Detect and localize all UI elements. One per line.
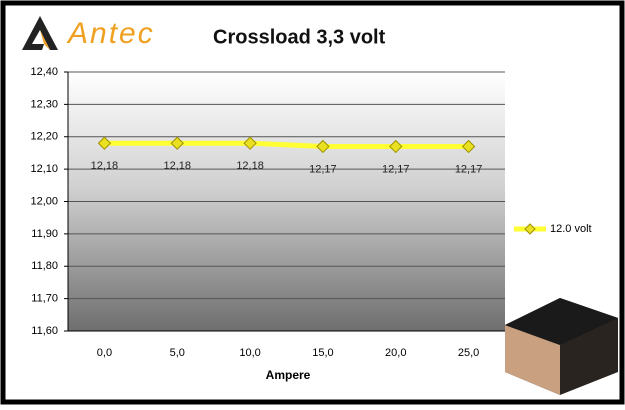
series-line	[104, 140, 469, 149]
y-tick-label: 11,60	[31, 325, 58, 337]
data-label: 12,17	[309, 163, 337, 175]
y-tick-label: 12,40	[30, 66, 58, 78]
point-marker	[316, 139, 330, 154]
x-tick-label: 25,0	[458, 347, 479, 359]
y-tick-label: 12,20	[30, 131, 58, 143]
data-label: 12,18	[163, 160, 191, 172]
point-marker	[389, 139, 403, 154]
y-tick-label: 11,80	[31, 260, 58, 272]
product-image	[505, 298, 618, 395]
y-tick-label: 12,30	[30, 98, 58, 110]
x-tick-label: 20,0	[385, 347, 406, 359]
x-tick-label: 10,0	[239, 347, 260, 359]
point-marker	[461, 139, 476, 154]
data-label: 12,17	[382, 163, 410, 175]
y-tick-label: 11,90	[31, 228, 58, 240]
data-label: 12,17	[455, 163, 483, 175]
legend-marker	[524, 223, 536, 235]
point-marker	[170, 136, 184, 150]
point-marker	[243, 136, 257, 150]
data-label: 12,18	[91, 160, 119, 172]
logo	[22, 16, 58, 50]
legend-label: 12.0 volt	[550, 223, 592, 235]
chart-title: Crossload 3,3 volt	[213, 26, 386, 48]
x-tick-label: 15,0	[312, 347, 333, 359]
x-tick-label: 5,0	[170, 347, 185, 359]
x-tick-label: 0,0	[97, 347, 112, 359]
y-tick-label: 11,70	[31, 293, 58, 305]
y-tick-label: 12,10	[30, 163, 58, 175]
point-marker	[97, 136, 112, 150]
y-tick-label: 12,00	[30, 195, 58, 207]
data-label: 12,18	[236, 160, 264, 172]
brand: Antec	[66, 17, 155, 50]
x-axis-label: Ampere	[266, 368, 311, 382]
